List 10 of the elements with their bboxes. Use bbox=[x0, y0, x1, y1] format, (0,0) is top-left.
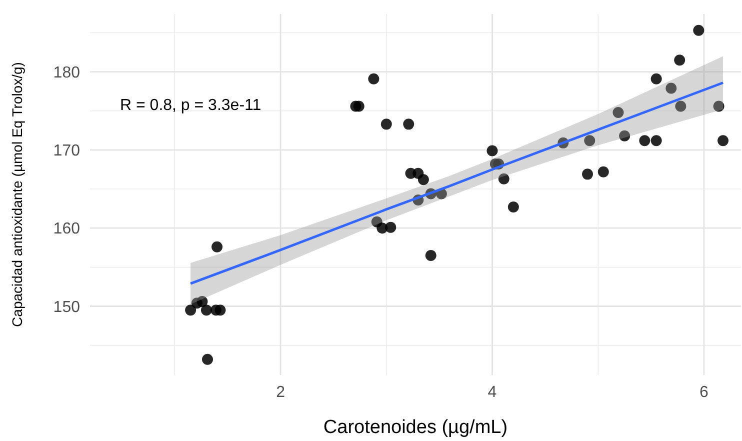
annotation: R = 0.8, p = 3.3e-11 bbox=[120, 97, 262, 114]
x-axis-title: Carotenoides (µg/mL) bbox=[323, 417, 508, 438]
x-tick-label: 2 bbox=[276, 384, 286, 401]
y-tick-label: 170 bbox=[53, 142, 80, 160]
y-tick-label: 150 bbox=[53, 298, 80, 316]
y-tick-label: 180 bbox=[53, 64, 80, 82]
y-tick-label: 160 bbox=[53, 220, 80, 238]
x-tick-label: 4 bbox=[488, 384, 497, 401]
y-axis-title: Capacidad antioxidante (µmol Eq Trolox/g) bbox=[9, 62, 25, 327]
x-tick-label: 6 bbox=[700, 384, 708, 401]
